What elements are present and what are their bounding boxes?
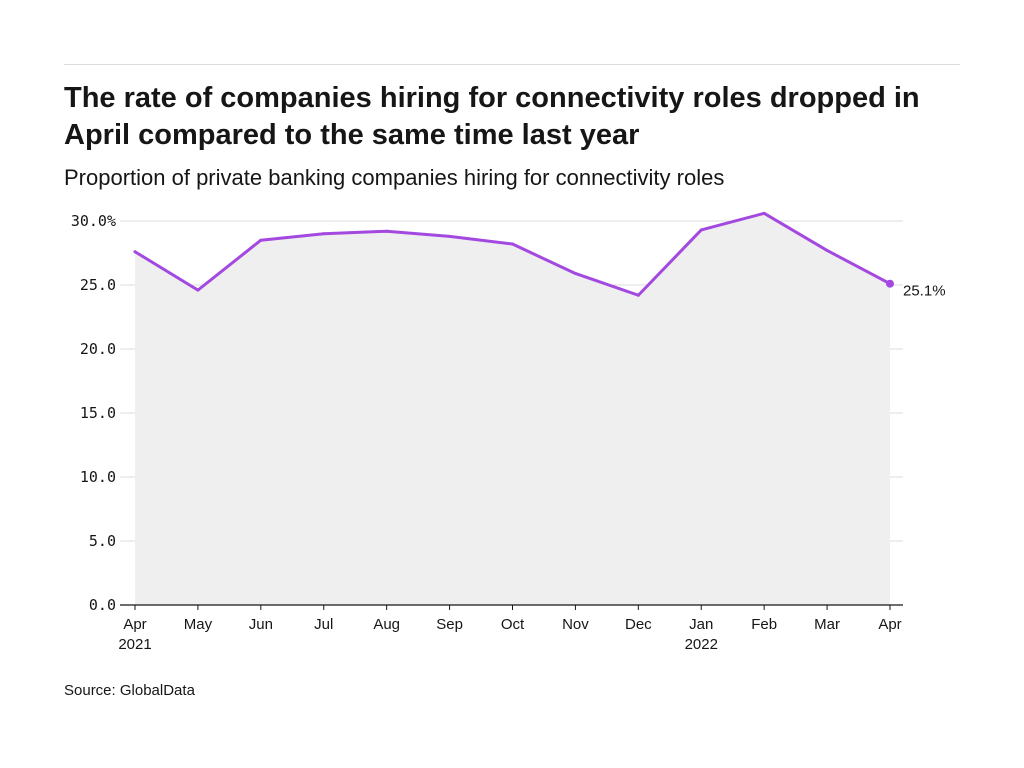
x-tick-label: Aug [373,616,400,633]
y-tick-label: 25.0 [80,276,116,294]
x-tick-label: Sep [436,616,463,633]
data-point [448,234,452,238]
x-tick-year-label: 2021 [118,636,151,653]
x-tick-label: Apr [123,616,146,633]
data-point [573,271,577,275]
data-point [385,229,389,233]
source-note: Source: GlobalData [64,682,195,699]
chart-subtitle: Proportion of private banking companies … [64,165,725,190]
y-tick-label: 30.0% [71,212,116,230]
data-point [636,293,640,297]
series-line-layer [133,211,894,297]
y-tick-label: 20.0 [80,340,116,358]
x-tick-label: Mar [814,616,840,633]
end-point-marker [886,279,894,288]
data-point [259,238,263,242]
top-divider [64,64,960,65]
x-tick-label: Jul [314,616,333,633]
data-point [133,250,137,254]
y-tick-label: 5.0 [89,532,116,550]
end-label-layer: 25.1% [903,283,946,300]
x-axis-ticks: Apr 2021 May Jun Jul Aug Sep Oct Nov Dec Jan 2022 Fe… [118,605,902,653]
x-tick-label: Nov [562,616,589,633]
data-point [322,232,326,236]
y-axis-ticks: 0.0 5.0 10.0 15.0 20.0 25.0 30.0% [71,212,116,614]
x-tick-label: Oct [501,616,525,633]
area-fill [135,213,890,605]
data-point [762,211,766,215]
y-tick-label: 0.0 [89,596,116,614]
end-value-label: 25.1% [903,283,946,300]
x-tick-label: Feb [751,616,777,633]
y-tick-label: 10.0 [80,468,116,486]
x-tick-label: May [184,616,213,633]
data-point [196,288,200,292]
data-point [511,242,514,246]
x-tick-label: Jun [249,616,273,633]
area-fill-layer [135,213,890,605]
chart-title: The rate of companies hiring for connect… [64,82,920,151]
data-point [699,228,703,232]
y-tick-label: 15.0 [80,404,116,422]
data-point [825,248,829,252]
x-tick-label: Jan [689,616,713,633]
x-tick-year-label: 2022 [685,636,718,653]
x-tick-label: Dec [625,616,652,633]
x-tick-label: Apr [878,616,901,633]
